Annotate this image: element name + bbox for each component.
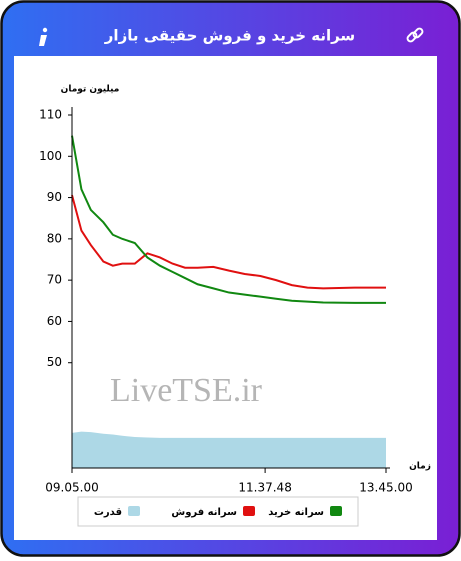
legend-swatch <box>128 506 140 516</box>
y-tick-label: 70 <box>47 273 62 287</box>
x-axis-label: زمان <box>409 462 431 472</box>
x-tick-label: 13.45.00 <box>359 481 412 495</box>
y-tick-label: 50 <box>47 355 62 369</box>
y-axis-label: میلیون تومان <box>61 85 120 95</box>
legend-swatch <box>243 506 255 516</box>
line-series <box>71 135 386 304</box>
legend-label: سرانه فروش <box>171 507 237 518</box>
legend-label: قدرت <box>94 507 122 518</box>
link-icon[interactable] <box>406 27 424 43</box>
area-series <box>72 431 386 468</box>
watermark: LiveTSE.ir <box>110 372 263 409</box>
y-tick-label: 60 <box>47 314 62 328</box>
x-tick-label: 11.37.48 <box>238 481 291 495</box>
y-tick-label: 90 <box>47 190 62 204</box>
y-tick-label: 110 <box>39 108 62 122</box>
y-tick-label: 80 <box>47 231 62 245</box>
legend-label: سرانه خرید <box>268 507 324 518</box>
legend-swatch <box>330 506 342 516</box>
header-title: سرانه خرید و فروش حقیقی بازار <box>104 27 355 45</box>
y-tick-label: 100 <box>39 149 62 163</box>
line-series <box>71 194 386 290</box>
x-tick-label: 09.05.00 <box>45 481 98 495</box>
info-icon[interactable] <box>39 27 48 46</box>
legend-box <box>77 496 359 527</box>
